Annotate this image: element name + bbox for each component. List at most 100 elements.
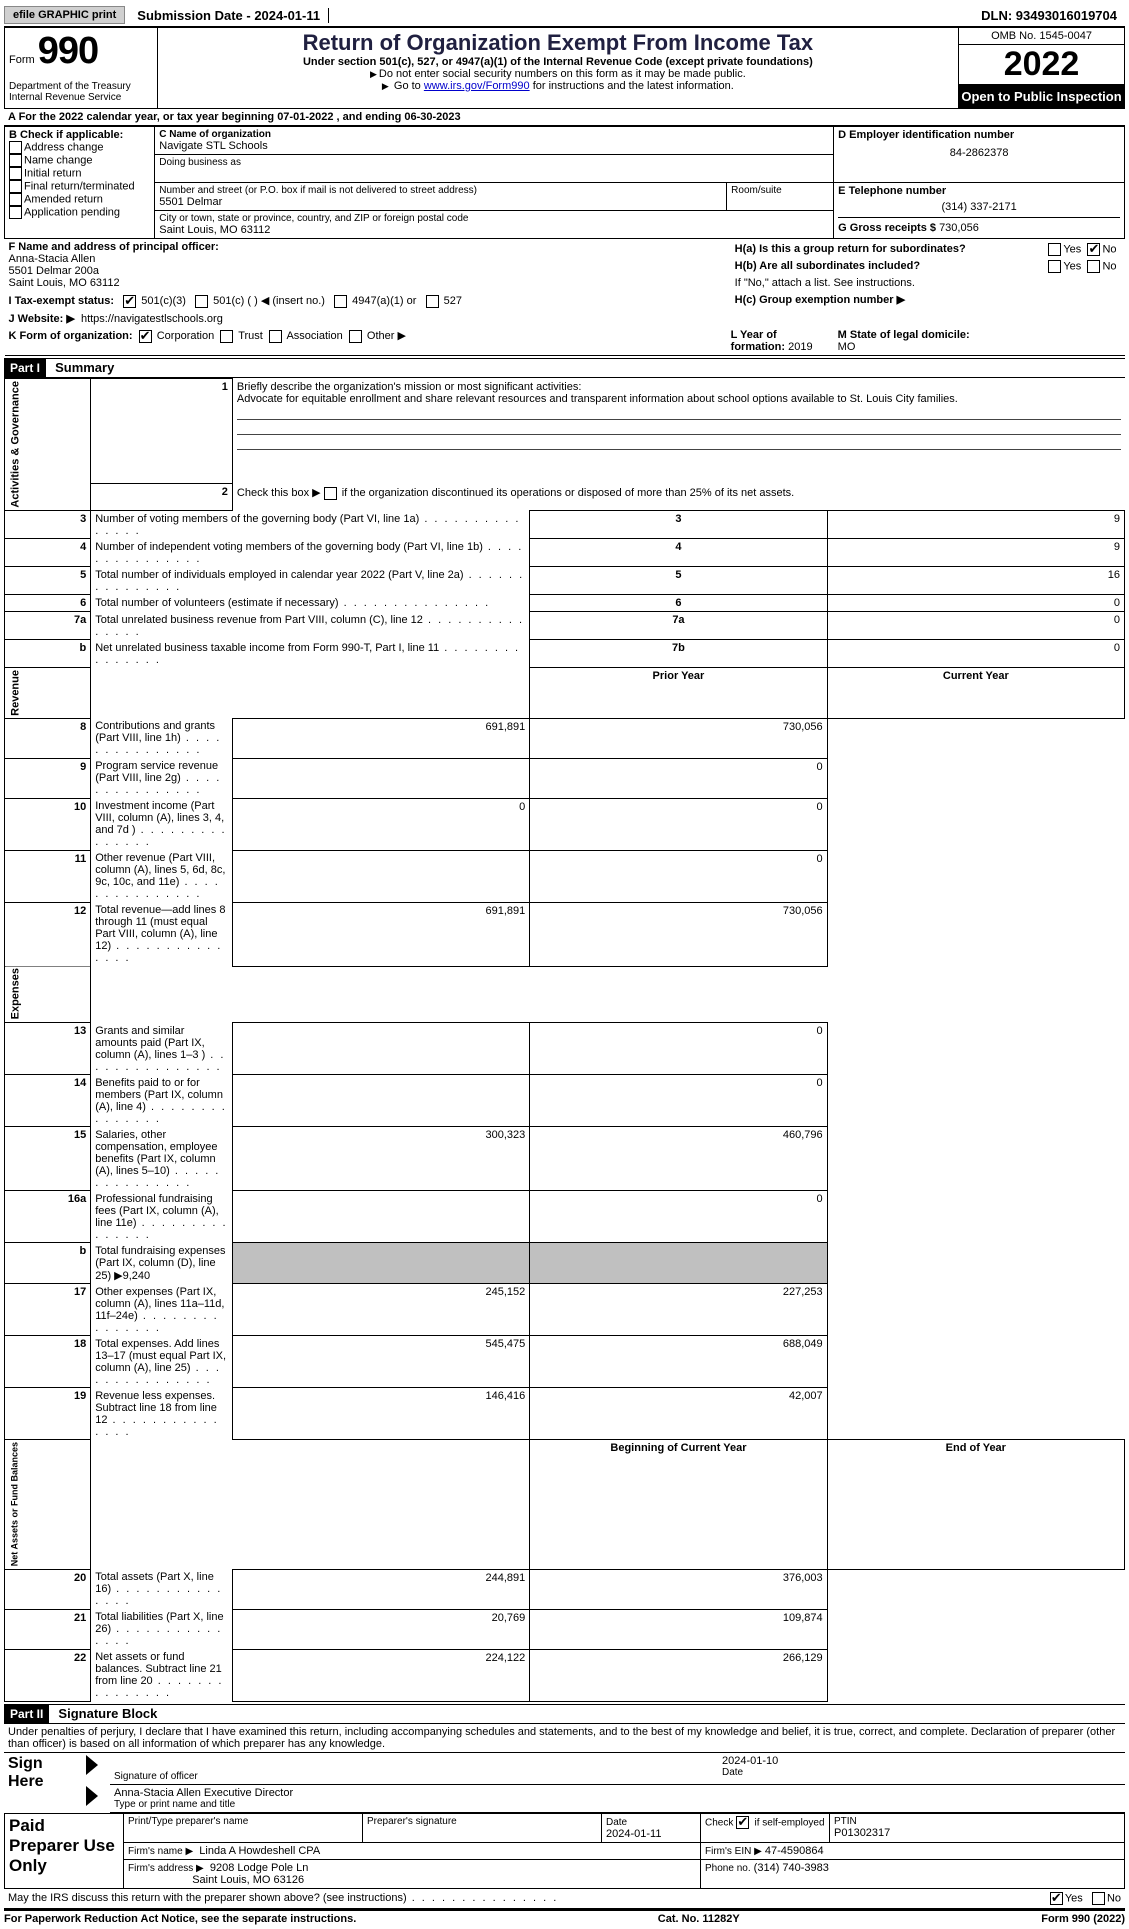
- dln: DLN: 93493016019704: [981, 8, 1125, 23]
- section-i-label: I Tax-exempt status:: [9, 295, 115, 307]
- prep-sig-label: Preparer's signature: [367, 1816, 597, 1827]
- form-word: Form: [9, 54, 35, 66]
- prior-value: 0: [232, 798, 529, 850]
- line-text: Number of independent voting members of …: [95, 541, 523, 565]
- preparer-block: Paid Preparer Use Only Print/Type prepar…: [4, 1813, 1125, 1889]
- line-num: 11: [5, 850, 91, 902]
- firm-ein: 47-4590864: [765, 1845, 824, 1857]
- perjury-text: Under penalties of perjury, I declare th…: [4, 1724, 1125, 1753]
- form990-link[interactable]: www.irs.gov/Form990: [424, 80, 530, 92]
- line-value: 16: [827, 567, 1124, 595]
- chk-4947[interactable]: [334, 295, 347, 308]
- prep-selfemp: if self-employed: [754, 1817, 824, 1828]
- chk-amended-return[interactable]: Amended return: [9, 193, 150, 206]
- chk-trust[interactable]: [220, 330, 233, 343]
- sig-date: 2024-01-10: [722, 1755, 1121, 1767]
- chk-name-change[interactable]: Name change: [9, 154, 150, 167]
- part1-title: Summary: [49, 360, 114, 375]
- chk-corp[interactable]: [139, 330, 152, 343]
- ha-no[interactable]: [1087, 243, 1100, 256]
- note2-pre: Go to: [394, 80, 424, 92]
- efile-print-button[interactable]: efile GRAPHIC print: [4, 6, 125, 24]
- line1-text: Advocate for equitable enrollment and sh…: [237, 393, 958, 405]
- line-box: 6: [530, 595, 827, 612]
- line-text: Program service revenue (Part VIII, line…: [95, 760, 221, 796]
- form-note-ssn: Do not enter social security numbers on …: [162, 68, 954, 80]
- prep-name-label: Print/Type preparer's name: [128, 1816, 358, 1827]
- chk-527[interactable]: [426, 295, 439, 308]
- discuss-row: May the IRS discuss this return with the…: [4, 1889, 1125, 1910]
- sign-here-label: Sign Here: [4, 1753, 82, 1813]
- line-text: Net assets or fund balances. Subtract li…: [95, 1651, 223, 1699]
- prep-date-label: Date: [606, 1817, 627, 1828]
- line-num: b: [5, 1243, 91, 1284]
- line-value: 0: [827, 595, 1124, 612]
- current-value: 688,049: [530, 1336, 827, 1388]
- section-j-label: J Website: ▶: [9, 313, 75, 325]
- firm-addr-label: Firm's address ▶: [128, 1863, 204, 1874]
- firm-addr2: Saint Louis, MO 63126: [192, 1874, 304, 1886]
- line-value: 9: [827, 510, 1124, 539]
- chk-final-return[interactable]: Final return/terminated: [9, 180, 150, 193]
- chk-501c[interactable]: [195, 295, 208, 308]
- line-text: Total fundraising expenses (Part IX, col…: [95, 1245, 225, 1282]
- sign-arrow-icon: [86, 1755, 98, 1775]
- end-value: 109,874: [530, 1609, 827, 1649]
- firm-ein-label: Firm's EIN ▶: [705, 1846, 762, 1857]
- hb-note: If "No," attach a list. See instructions…: [731, 275, 1121, 291]
- sig-officer-label: Signature of officer: [114, 1771, 714, 1782]
- gross-receipts: 730,056: [939, 222, 979, 234]
- current-value: 730,056: [530, 902, 827, 966]
- officer-addr1: 5501 Delmar 200a: [9, 265, 723, 277]
- ha-yes[interactable]: [1048, 243, 1061, 256]
- line-num: b: [5, 640, 91, 668]
- col-begin: Beginning of Current Year: [530, 1440, 827, 1569]
- footer-left: For Paperwork Reduction Act Notice, see …: [4, 1913, 356, 1925]
- chk-address-change[interactable]: Address change: [9, 141, 150, 154]
- line-text: Total expenses. Add lines 13–17 (must eq…: [95, 1338, 226, 1386]
- side-rev: Revenue: [5, 668, 91, 719]
- open-inspection: Open to Public Inspection: [959, 85, 1124, 108]
- prior-value: 691,891: [232, 718, 529, 758]
- chk-501c3[interactable]: [123, 295, 136, 308]
- line-text: Total liabilities (Part X, line 26): [95, 1611, 223, 1647]
- firm-phone-label: Phone no.: [705, 1863, 751, 1874]
- ptin-label: PTIN: [834, 1816, 1120, 1827]
- hb-yes[interactable]: [1048, 260, 1061, 273]
- chk-self-employed[interactable]: [736, 1816, 749, 1829]
- submission-date: Submission Date - 2024-01-11: [129, 8, 329, 23]
- line-text: Salaries, other compensation, employee b…: [95, 1129, 220, 1189]
- line-text: Total number of volunteers (estimate if …: [95, 597, 490, 609]
- line-num: 4: [5, 539, 91, 567]
- chk-initial-return[interactable]: Initial return: [9, 167, 150, 180]
- prior-value: 691,891: [232, 902, 529, 966]
- part2-bar: Part II Signature Block: [4, 1704, 1125, 1724]
- section-k-label: K Form of organization:: [9, 330, 133, 342]
- officer-print-label: Type or print name and title: [114, 1799, 1121, 1810]
- hb-no[interactable]: [1087, 260, 1100, 273]
- chk-other[interactable]: [349, 330, 362, 343]
- chk-assoc[interactable]: [269, 330, 282, 343]
- line-num: 5: [5, 567, 91, 595]
- chk-application-pending[interactable]: Application pending: [9, 206, 150, 219]
- discuss-no[interactable]: [1092, 1892, 1105, 1905]
- line-text: Benefits paid to or for members (Part IX…: [95, 1077, 227, 1125]
- city-label: City or town, state or province, country…: [159, 213, 829, 224]
- line-num: 12: [5, 902, 91, 966]
- section-m-label: M State of legal domicile:: [838, 329, 970, 341]
- line2-checkbox[interactable]: [324, 487, 337, 500]
- form-note-link: Go to www.irs.gov/Form990 for instructio…: [162, 80, 954, 92]
- line-box: 4: [530, 539, 827, 567]
- street-label: Number and street (or P.O. box if mail i…: [159, 185, 722, 196]
- hb-label: H(b) Are all subordinates included?: [735, 260, 920, 272]
- tax-year: 2022: [959, 45, 1124, 85]
- line-box: 7a: [530, 612, 827, 640]
- section-g-label: G Gross receipts $: [838, 222, 936, 234]
- prior-value: 146,416: [232, 1388, 529, 1440]
- line-num: 10: [5, 798, 91, 850]
- col-prior: Prior Year: [530, 668, 827, 719]
- prior-value: [232, 1075, 529, 1127]
- footer-right: Form 990 (2022): [1041, 1913, 1125, 1925]
- discuss-yes[interactable]: [1050, 1892, 1063, 1905]
- dept-treasury: Department of the Treasury: [9, 81, 153, 92]
